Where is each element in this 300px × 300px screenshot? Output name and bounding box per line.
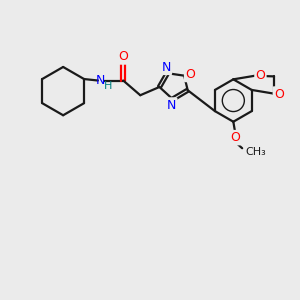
- Text: N: N: [96, 74, 106, 87]
- Text: O: O: [274, 88, 284, 100]
- Text: CH₃: CH₃: [245, 147, 266, 157]
- Text: O: O: [118, 50, 128, 64]
- Text: H: H: [104, 81, 113, 91]
- Text: N: N: [161, 61, 171, 74]
- Text: N: N: [167, 98, 176, 112]
- Text: O: O: [185, 68, 195, 81]
- Text: O: O: [256, 69, 266, 82]
- Text: O: O: [231, 131, 241, 144]
